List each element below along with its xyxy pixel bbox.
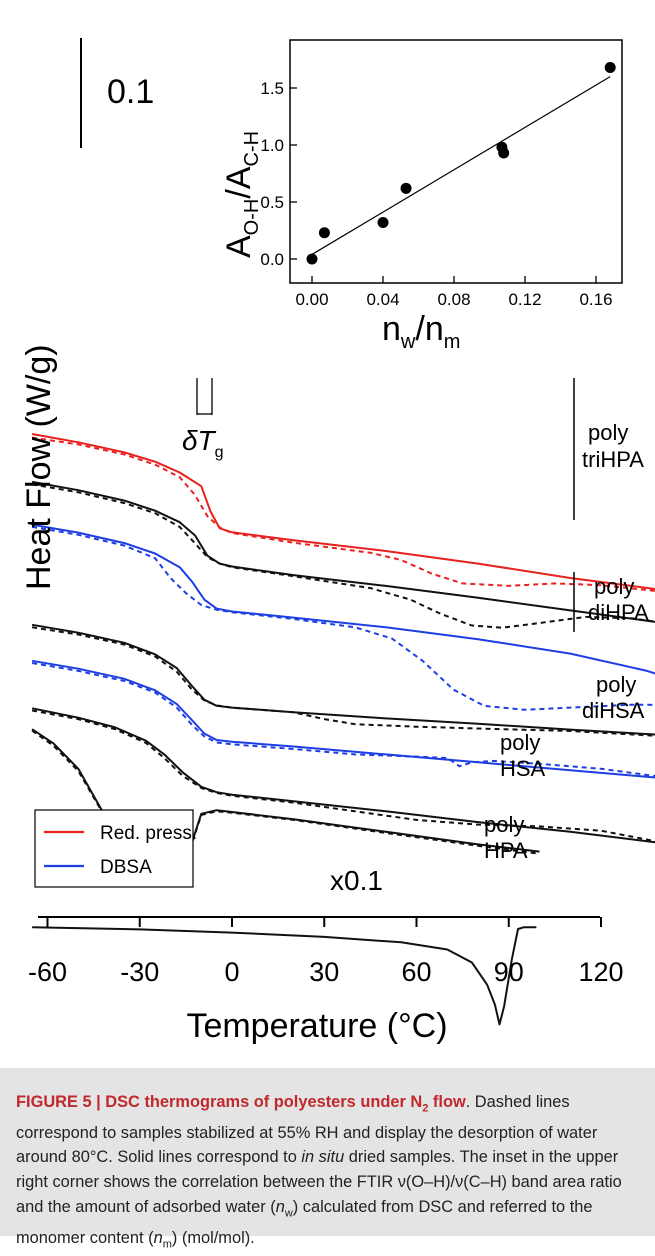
group-label-dihsa-1: poly — [596, 672, 636, 697]
inset-point-3 — [400, 182, 412, 194]
group-label-dihpa-2: diHPA — [588, 600, 649, 625]
inset-x-tick-label-0: 0.00 — [295, 290, 328, 309]
inset-point-6 — [604, 61, 616, 73]
legend-label-dbsa: DBSA — [100, 857, 152, 878]
caption-label: FIGURE 5 | DSC thermograms of polyesters… — [16, 1093, 423, 1111]
curve-hpa-solid-14 — [32, 926, 537, 1026]
x-tick-label-0: -60 — [28, 957, 67, 987]
group-label-hsa-1: poly — [500, 730, 540, 755]
x-tick-label-4: 60 — [401, 957, 431, 987]
curve-trihpa-dashed-3 — [31, 483, 655, 629]
group-label-dihsa-2: diHSA — [582, 698, 645, 723]
inset-fit-line — [311, 76, 611, 255]
delta-tg-label: δTg — [182, 425, 224, 461]
inset-point-0 — [306, 253, 318, 265]
inset-ticks: 0.00 0.04 0.08 0.12 0.16 0.0 0.5 1.0 1.5 — [260, 79, 612, 309]
caption-label-end: flow — [428, 1093, 466, 1111]
inset-point-5 — [498, 147, 510, 159]
caption-italic-1: in situ — [301, 1148, 345, 1167]
caption-text-1: . Dashed lines correspond to samples sta… — [16, 1093, 598, 1167]
inset-frame — [289, 39, 623, 284]
curve-dihpa-dashed-9 — [31, 662, 655, 778]
inset-y-tick-label-3: 1.5 — [260, 79, 284, 98]
delta-tg-annotation: δTg — [182, 378, 224, 461]
inset-y-tick-label-0: 0.0 — [260, 250, 284, 269]
inset-x-tick-label-2: 0.08 — [437, 290, 470, 309]
curve-dihpa-solid-8 — [31, 659, 655, 779]
inset-plot: 0.00 0.04 0.08 0.12 0.16 0.0 0.5 1.0 1.5 nw/nm A… — [220, 39, 623, 353]
legend: Red. press. DBSA — [34, 809, 197, 888]
legend-label-red-press: Red. press. — [100, 823, 197, 844]
caption-italic-3: n — [153, 1228, 163, 1247]
scale-bar-label: 0.1 — [107, 73, 154, 111]
caption-sub-2: w — [284, 1206, 293, 1219]
x-axis: -60-300306090120150 — [28, 916, 624, 987]
inset-y-tick-label-2: 1.0 — [260, 136, 284, 155]
inset-x-tick-label-3: 0.12 — [508, 290, 541, 309]
caption-italic-2: n — [275, 1197, 285, 1216]
inset-y-tick-label-1: 0.5 — [260, 193, 284, 212]
x-tick-label-5: 90 — [494, 957, 524, 987]
inset-x-tick-label-1: 0.04 — [366, 290, 399, 309]
curve-trihpa-dashed-5 — [31, 525, 655, 711]
x-tick-label-6: 120 — [578, 957, 623, 987]
caption-label-sub: 2 — [422, 1102, 429, 1115]
group-label-trihpa-1: poly — [588, 420, 628, 445]
group-label-hpa-1: poly — [484, 812, 524, 837]
inset-x-tick-label-4: 0.16 — [579, 290, 612, 309]
inset-x-axis-label: nw/nm — [382, 310, 460, 353]
y-axis-label: Heat Flow (W/g) — [20, 344, 58, 590]
multiplier-label: x0.1 — [330, 865, 383, 896]
inset-point-2 — [377, 217, 389, 229]
curve-dihpa-dashed-7 — [31, 626, 655, 737]
x-tick-label-3: 30 — [309, 957, 339, 987]
group-label-dihpa-1: poly — [594, 574, 634, 599]
caption-sub-3: m — [162, 1237, 172, 1250]
figure-caption: FIGURE 5 | DSC thermograms of polyesters… — [0, 1068, 655, 1250]
inset-y-axis-label: AO-H/AC-H — [220, 131, 263, 258]
group-label-trihpa-2: triHPA — [582, 447, 644, 472]
group-label-hpa-2: HPA — [484, 838, 528, 863]
thermogram-curves — [31, 433, 655, 1026]
dsc-figure: 0.1 δTg poly triHPA poly diHPA poly diHS… — [20, 38, 655, 1045]
caption-text-4: ) (mol/mol). — [171, 1228, 255, 1247]
x-axis-label: Temperature (°C) — [186, 1007, 447, 1045]
curve-dihsa-dashed-11 — [31, 709, 655, 843]
delta-tg-subscript: g — [215, 444, 224, 461]
inset-points — [306, 61, 616, 265]
x-tick-label-2: 0 — [224, 957, 239, 987]
caption-text-2: dried samples. The inset in the upper ri… — [16, 1148, 622, 1216]
curve-trihpa-solid-2 — [31, 480, 655, 623]
curve-trihpa-solid-4 — [31, 523, 655, 675]
x-tick-label-1: -30 — [120, 957, 159, 987]
inset-point-1 — [318, 227, 330, 239]
curve-trihpa-solid-0 — [31, 433, 655, 590]
curve-trihpa-dashed-1 — [31, 436, 655, 592]
group-label-hsa-2: HSA — [500, 756, 546, 781]
